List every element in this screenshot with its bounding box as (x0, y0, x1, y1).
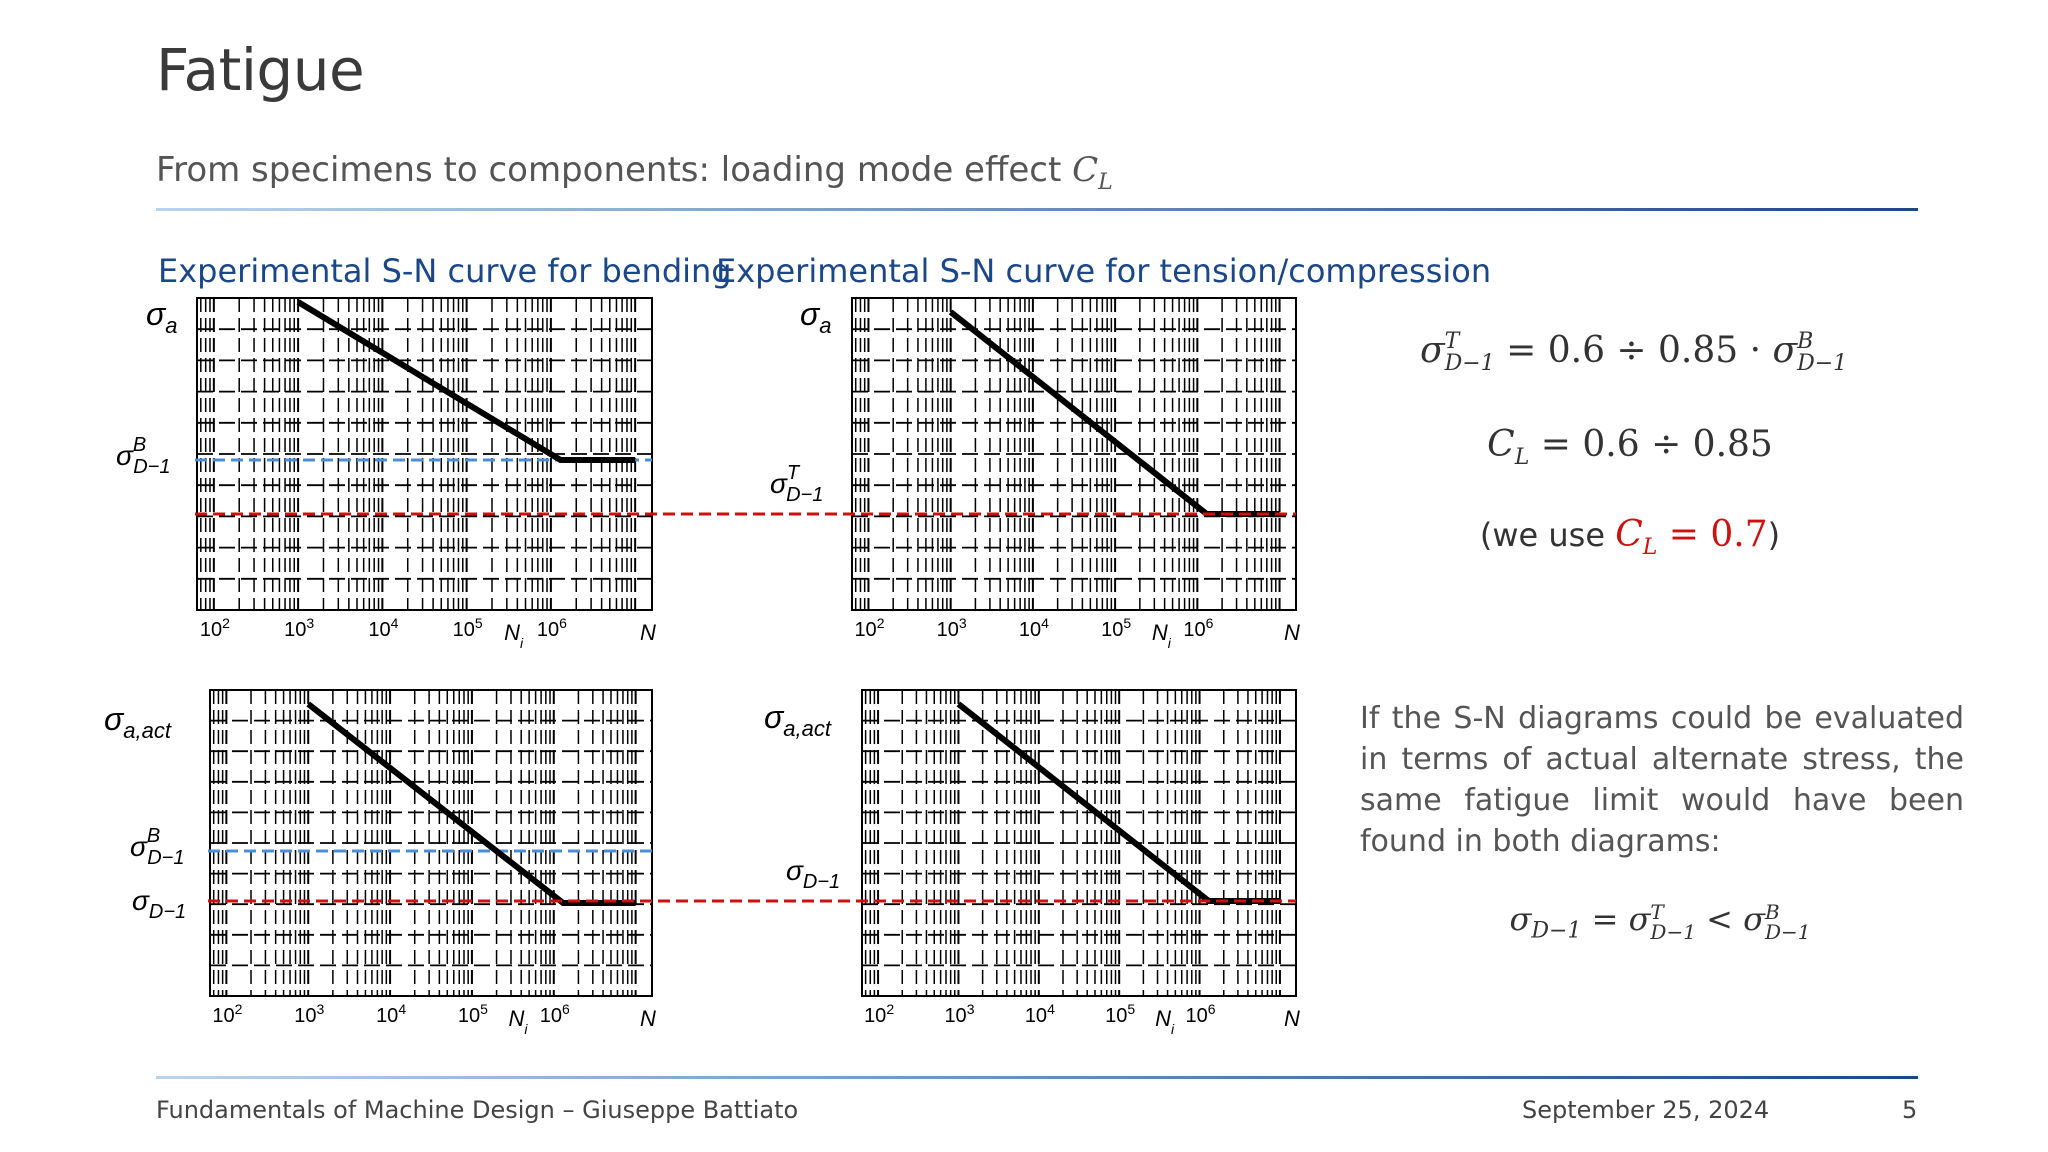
axis-tick-labels: 102 103 104 105 106 Ni N 102 103 104 105 106 Ni N 102 1… (200, 615, 1300, 1037)
slide-title: Fatigue (156, 36, 365, 104)
chart-tension: σa σT D−1 (770, 296, 1297, 611)
x-tick-label: 104 (368, 615, 398, 641)
x-tick-label: 105 (1101, 615, 1131, 641)
equation-2: CL = 0.6 ÷ 0.85 (1487, 424, 1773, 471)
y-label-tension: σa (800, 296, 832, 338)
subtitle-text: From specimens to components: loading mo… (156, 150, 1062, 190)
slide-subtitle: From specimens to components: loading mo… (156, 150, 1113, 195)
grid-tension-actual (861, 689, 1297, 997)
sigma-d-label-1: σD−1 (132, 885, 186, 923)
grid-bending (196, 297, 653, 611)
x-tick-label: 102 (854, 615, 884, 641)
x-tick-label: 105 (453, 615, 483, 641)
x-tick-label: 106 (540, 1001, 570, 1027)
x-tick-label: 102 (200, 615, 230, 641)
x-axis-label: N (640, 620, 656, 645)
x-tick-label: 106 (1186, 1001, 1216, 1027)
chart-tension-actual: σa,act σD−1 (764, 689, 1297, 997)
footer-page: 5 (1902, 1096, 1918, 1124)
x-tick-label: 105 (458, 1001, 488, 1027)
chart-bending: σa σB D−1 (116, 296, 653, 611)
x-tick-label: 102 (864, 1001, 894, 1027)
sn-curve-bending (296, 299, 636, 463)
x-axis-label: N (640, 1006, 656, 1031)
knee-label: Ni (504, 620, 524, 651)
x-tick-label: 104 (1019, 615, 1049, 641)
equation-1: σ T D−1 = 0.6 ÷ 0.85 · σ B D−1 (1420, 329, 1848, 376)
x-tick-label: 103 (937, 615, 967, 641)
x-axis-label: N (1284, 1006, 1300, 1031)
x-tick-label: 106 (1183, 615, 1213, 641)
x-tick-label: 102 (212, 1001, 242, 1027)
sigma-b-label-2: σB D−1 (130, 825, 184, 869)
x-tick-label: 106 (537, 615, 567, 641)
sigma-t-label: σT D−1 (770, 462, 823, 506)
chart-bending-actual: σa,act σB D−1 σD−1 (104, 689, 653, 997)
knee-label: Ni (508, 1006, 528, 1037)
equation-4: σD−1 = σ T D−1 < σ B D−1 (1509, 899, 1811, 944)
grid-tension (851, 297, 1297, 611)
grid-bending-actual (209, 689, 653, 997)
y-label-bending: σa (146, 296, 178, 338)
sigma-d-label-2: σD−1 (786, 855, 840, 893)
subtitle-symbol: CL (1072, 150, 1113, 195)
footer-course: Fundamentals of Machine Design – Giusepp… (156, 1096, 799, 1124)
footer-date: September 25, 2024 (1522, 1096, 1770, 1124)
x-axis-label: N (1284, 620, 1300, 645)
footer-rule (156, 1076, 1918, 1079)
x-tick-label: 104 (376, 1001, 406, 1027)
x-tick-label: 103 (294, 1001, 324, 1027)
x-tick-label: 103 (284, 615, 314, 641)
bending-panel-title: Experimental S-N curve for bending (158, 252, 732, 290)
sn-curve-bending-actual (306, 701, 636, 906)
sigma-b-label-1: σB D−1 (116, 434, 170, 478)
knee-label: Ni (1155, 1006, 1175, 1037)
x-tick-label: 105 (1105, 1001, 1135, 1027)
note-paragraph: If the S-N diagrams could be evaluated i… (1360, 701, 1964, 859)
knee-label: Ni (1152, 620, 1172, 651)
y-label-tension-actual: σa,act (764, 699, 832, 741)
x-tick-label: 104 (1025, 1001, 1055, 1027)
y-label-bending-actual: σa,act (104, 701, 172, 743)
tension-panel-title: Experimental S-N curve for tension/compr… (716, 252, 1492, 290)
equation-3: (we use CL = 0.7) (1479, 514, 1781, 561)
header-rule (156, 208, 1918, 211)
x-tick-label: 103 (944, 1001, 974, 1027)
